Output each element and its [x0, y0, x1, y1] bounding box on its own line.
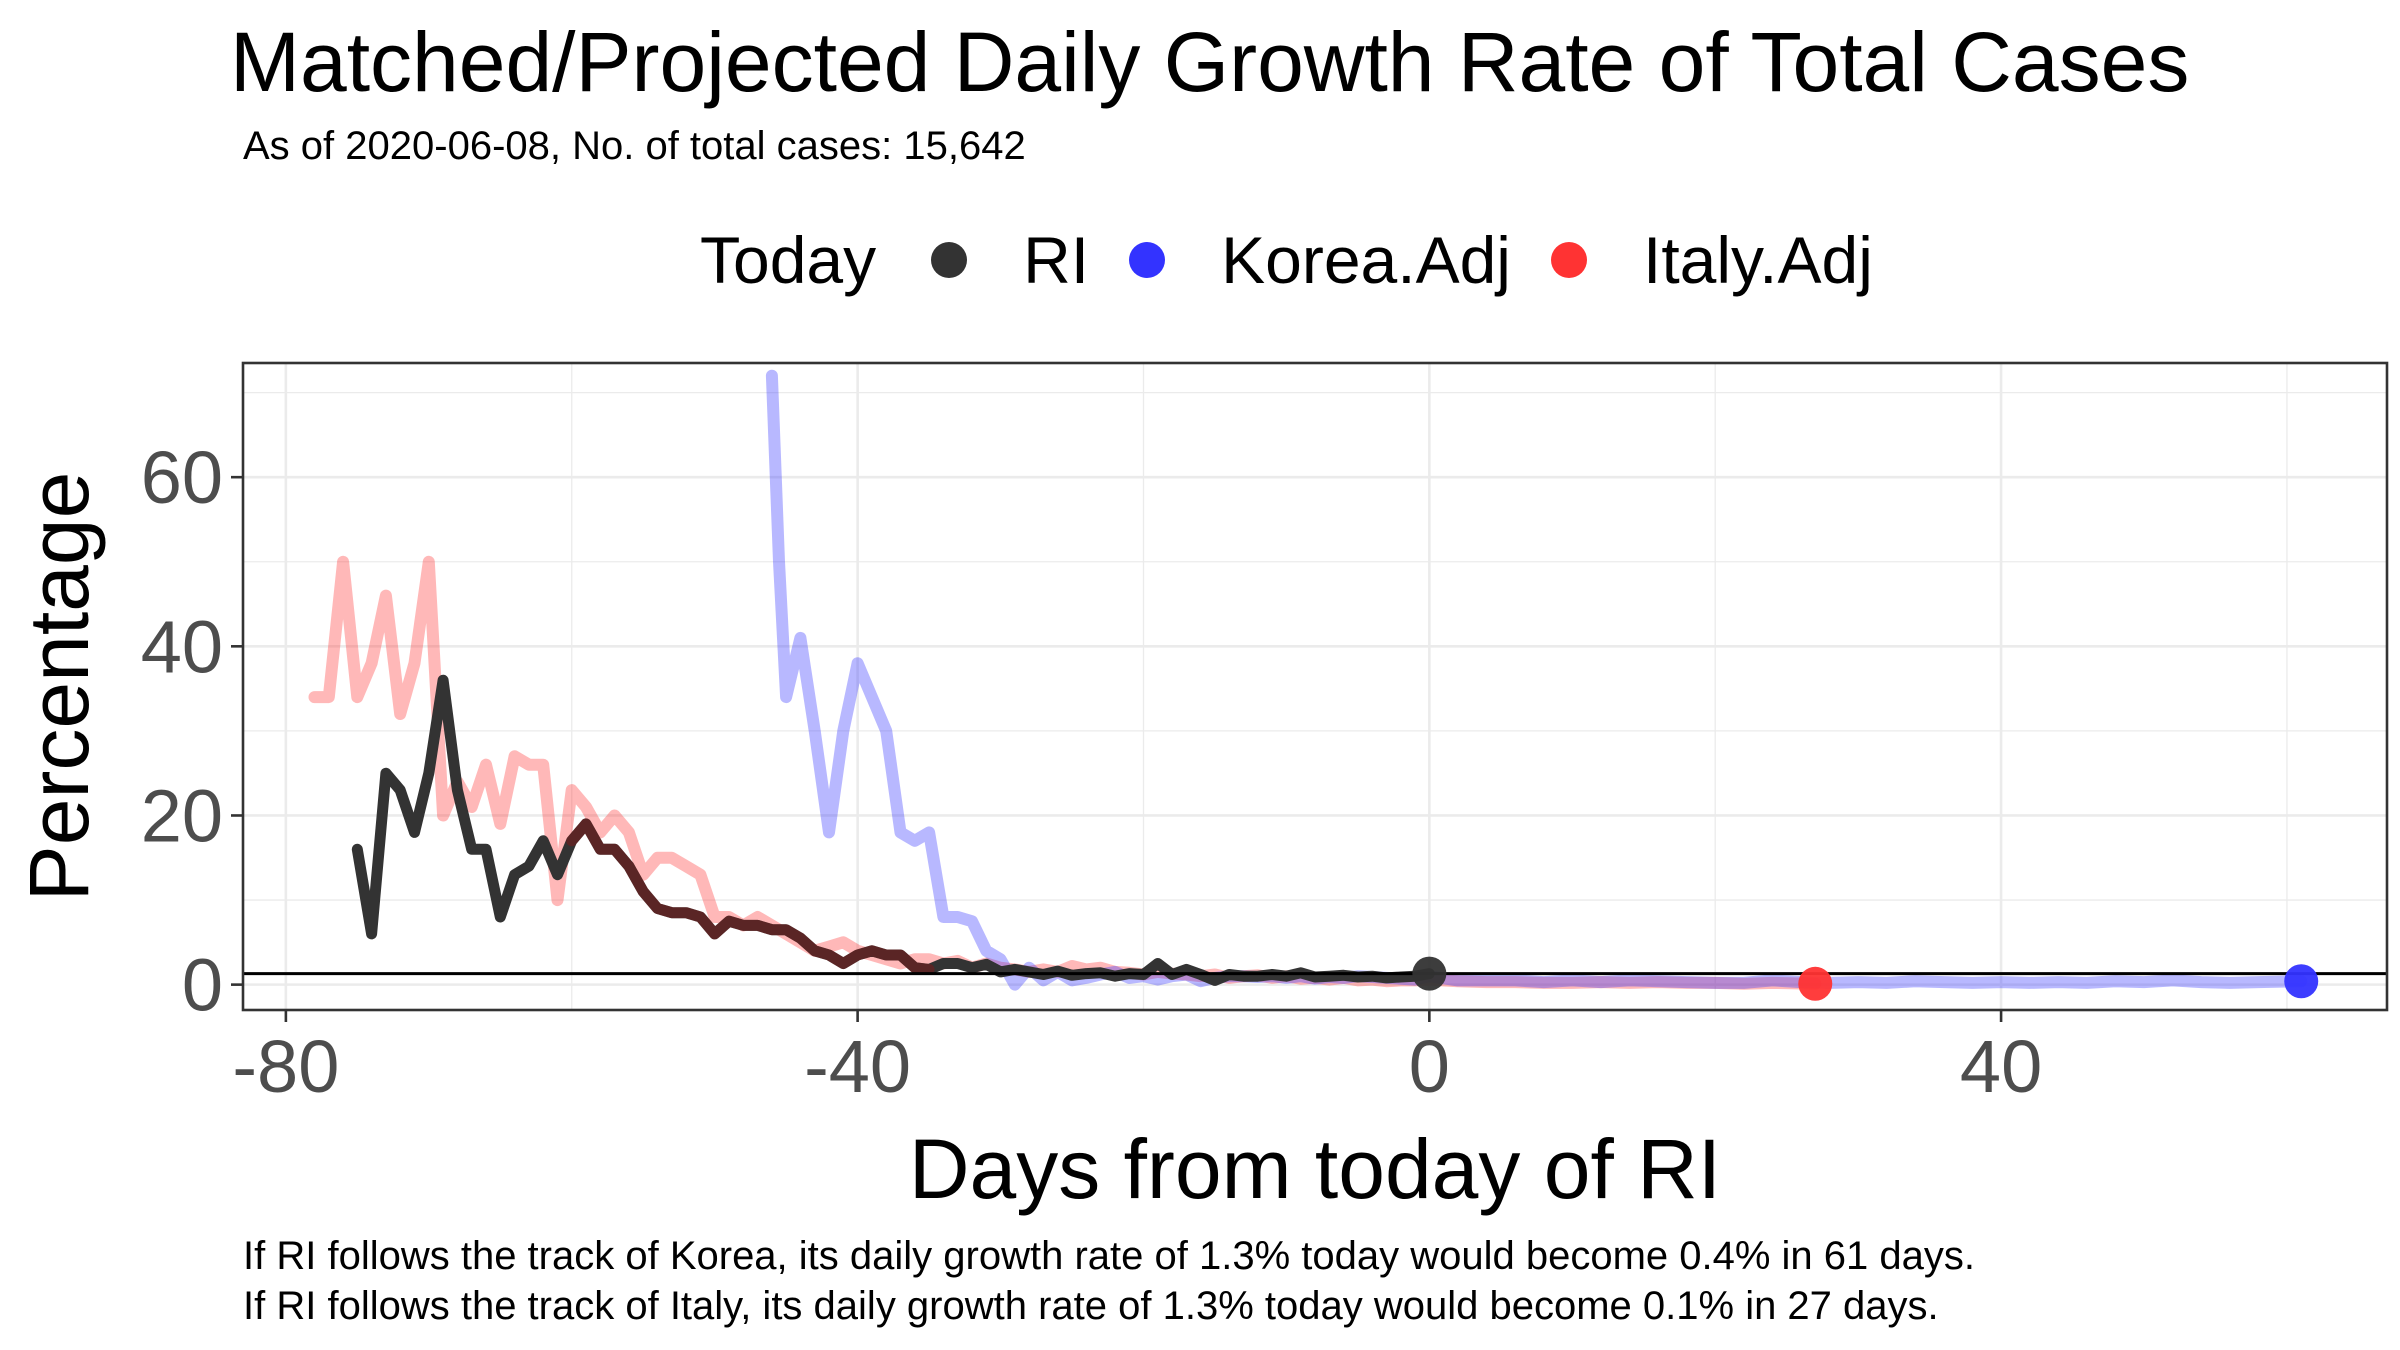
legend-label-korea: Korea.Adj — [1221, 223, 1511, 297]
grid-lines — [243, 363, 2387, 1010]
panel-border — [241, 361, 2389, 1012]
caption-korea: If RI follows the track of Korea, its da… — [243, 1234, 1975, 1278]
legend: Today RI Korea.Adj Italy.Adj — [700, 220, 1913, 300]
legend-label-ri: RI — [1023, 223, 1090, 297]
today-markers — [1412, 956, 2319, 1001]
y-tick-label: 40 — [141, 605, 223, 688]
legend-swatch-ri — [931, 242, 968, 278]
x-tick-label: -40 — [804, 1025, 911, 1108]
y-axis-title: Percentage — [12, 472, 106, 902]
x-axis-title: Days from today of RI — [909, 1122, 1721, 1216]
legend-item-korea: Korea.Adj — [1129, 222, 1511, 298]
caption-italy: If RI follows the track of Italy, its da… — [243, 1284, 1939, 1328]
plot-panel — [243, 363, 2387, 1010]
y-tick-label: 20 — [141, 774, 223, 857]
legend-label-italy: Italy.Adj — [1642, 223, 1873, 297]
chart-title: Matched/Projected Daily Growth Rate of T… — [230, 15, 2190, 109]
y-tick-label: 0 — [182, 944, 223, 1027]
marker-ri — [1412, 956, 1447, 991]
legend-swatch-korea — [1129, 242, 1166, 278]
marker-korea-adj — [2284, 964, 2319, 999]
legend-swatch-italy — [1550, 242, 1587, 278]
chart-subtitle: As of 2020-06-08, No. of total cases: 15… — [243, 124, 1026, 168]
axes: -80 -40 0 40 0 20 40 60 — [141, 361, 2389, 1108]
x-tick-label: 0 — [1409, 1025, 1450, 1108]
x-tick-label: 40 — [1960, 1025, 2042, 1108]
legend-item-italy: Italy.Adj — [1550, 222, 1873, 298]
series-lines — [243, 369, 2387, 991]
legend-title: Today — [700, 223, 877, 297]
x-tick-label: -80 — [232, 1025, 339, 1108]
marker-italy-adj — [1798, 966, 1833, 1001]
legend-item-ri: RI — [931, 222, 1089, 298]
y-tick-label: 60 — [141, 436, 223, 519]
series-line-overlap — [566, 818, 935, 975]
